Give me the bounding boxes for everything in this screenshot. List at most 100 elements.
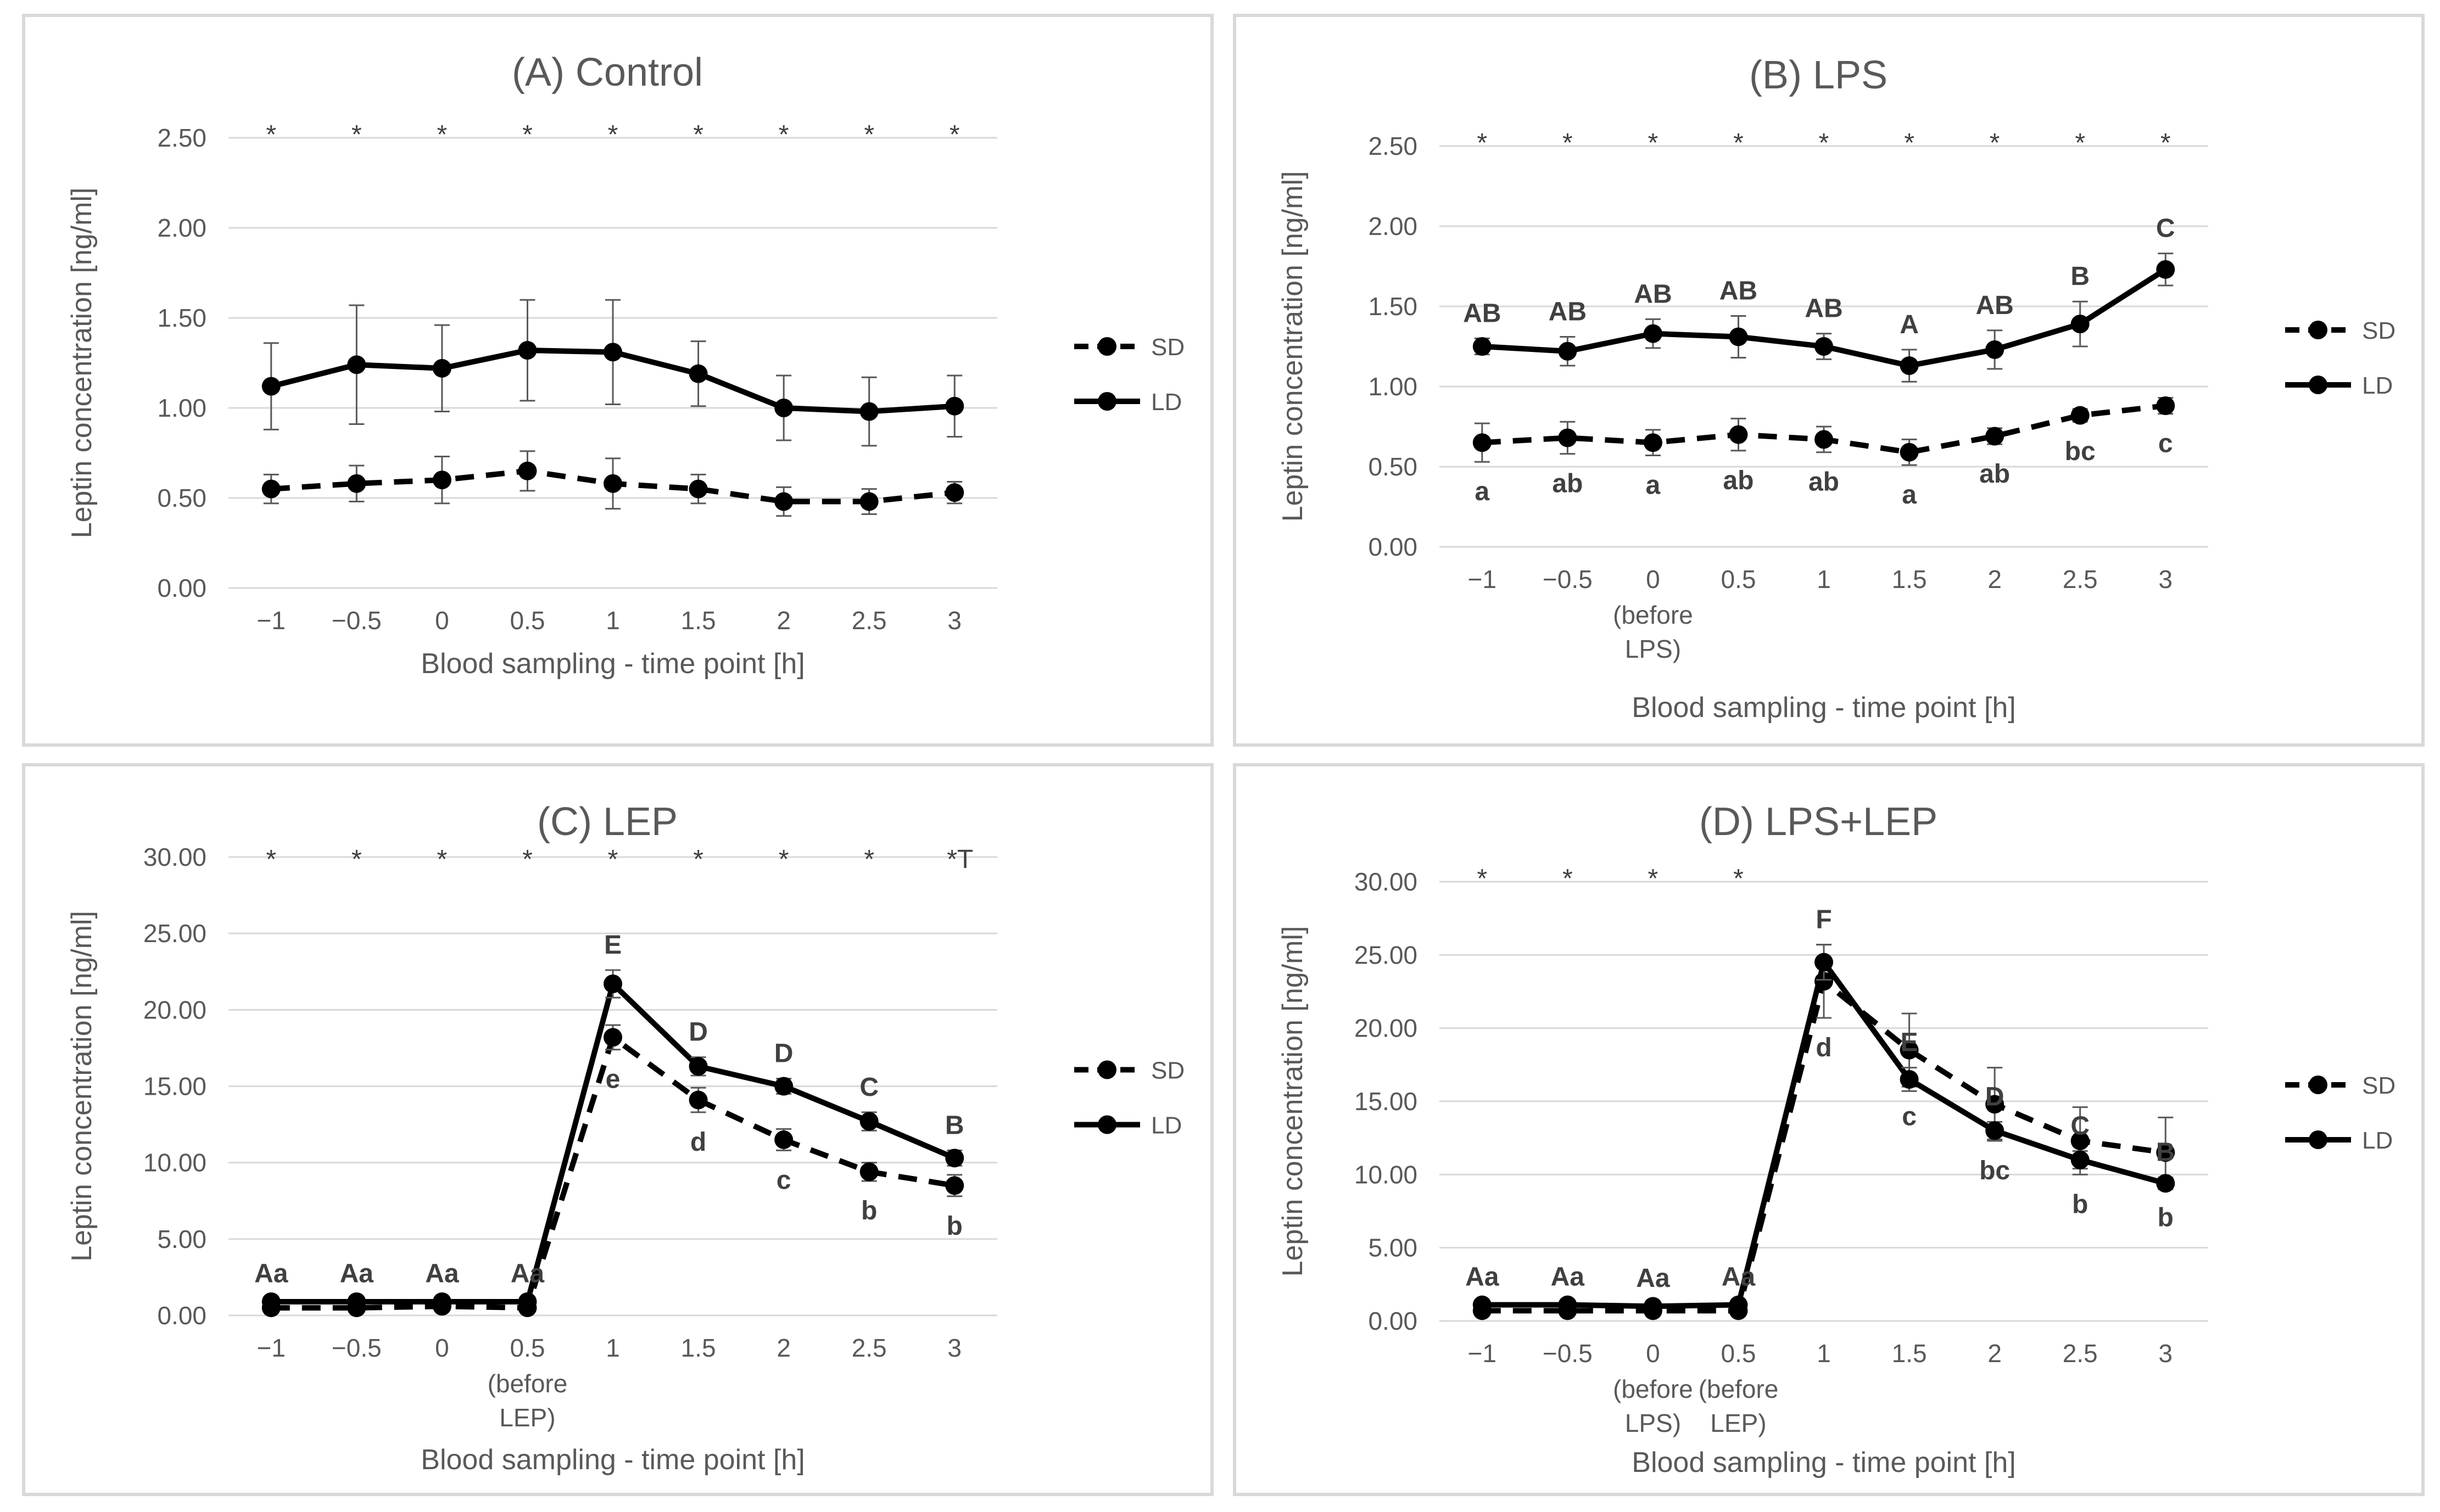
legend-ld-marker: [1098, 392, 1116, 411]
significance-star: *: [1733, 864, 1744, 893]
legend-sd-marker: [1098, 337, 1116, 356]
chart-title: (D) LPS+LEP: [1699, 800, 1938, 844]
letter-label: d: [1816, 1033, 1832, 1062]
x-tick-label: 2: [777, 1334, 791, 1362]
significance-star: *: [351, 845, 362, 874]
x-tick-sublabel: (before LEP): [488, 1369, 568, 1432]
letter-label: b: [947, 1212, 963, 1241]
x-tick-label: 0: [1646, 565, 1660, 593]
significance-star: *: [522, 120, 533, 149]
ld-point: [1814, 337, 1833, 356]
x-tick-label: 2: [1987, 565, 2002, 593]
sd-point: [1643, 433, 1662, 452]
letter-label: AB: [1634, 279, 1672, 309]
letter-label: A: [1900, 310, 1919, 339]
letter-label: B: [2070, 262, 2090, 291]
ld-point: [2156, 1174, 2175, 1193]
x-tick-label: 1.5: [681, 606, 716, 635]
y-tick-label: 25.00: [1354, 940, 1417, 969]
x-tick-label: 1.5: [681, 1334, 716, 1362]
sd-point: [1900, 1040, 1919, 1060]
y-tick-label: 20.00: [143, 995, 206, 1024]
ld-point: [689, 364, 708, 383]
significance-star: *: [779, 120, 789, 149]
y-tick-label: 0.00: [1368, 533, 1417, 561]
significance-star: *: [608, 120, 618, 149]
y-tick-label: 0.00: [157, 574, 206, 602]
legend-ld-label: LD: [1151, 389, 1182, 416]
x-tick-sublabel: (before LEP): [1699, 1375, 1779, 1437]
x-tick-label: −1: [1468, 1339, 1497, 1368]
significance-star: *: [1819, 128, 1829, 158]
letter-label: Aa: [1551, 1262, 1585, 1291]
legend-ld-label: LD: [1151, 1112, 1182, 1139]
significance-star: *: [437, 845, 448, 874]
y-axis-label: Leptin concentration [ng/ml]: [1277, 171, 1309, 522]
ld-point: [347, 1292, 366, 1311]
ld-point: [689, 1057, 708, 1076]
x-tick-sublabel: (before LPS): [1613, 1375, 1693, 1437]
letter-label: D: [1985, 1082, 2005, 1111]
ld-point: [1729, 1295, 1748, 1314]
letter-label: C: [2070, 1112, 2090, 1141]
sd-point: [2070, 1132, 2090, 1150]
sd-point: [261, 479, 281, 499]
letter-label: Aa: [1465, 1262, 1499, 1291]
ld-point: [1985, 340, 2005, 359]
sd-point: [1985, 427, 2005, 446]
significance-star: *: [1477, 864, 1487, 893]
legend-sd-label: SD: [1151, 334, 1185, 361]
legend-ld-label: LD: [2362, 372, 2393, 399]
y-axis-label: Leptin concentration [ng/ml]: [1277, 926, 1309, 1277]
y-tick-label: 1.00: [157, 394, 206, 422]
letter-label: Aa: [254, 1259, 288, 1288]
x-tick-label: −0.5: [332, 606, 382, 635]
x-tick-label: 0.5: [1721, 1339, 1756, 1368]
sd-point: [432, 471, 451, 490]
sd-point: [1985, 1095, 2005, 1114]
ld-point: [1643, 324, 1662, 343]
ld-point: [1900, 1070, 1919, 1089]
significance-star: *: [351, 120, 362, 149]
panel-d: (D) LPS+LEP 0.00 5.00 10.00 15.00 20.00 25.00 3…: [1233, 763, 2425, 1496]
panel-a: (A) Control 0.00 0.50 1.00 1.50 2.00 2.50 −1 −0.…: [22, 14, 1214, 747]
x-tick-label: 2: [777, 606, 791, 635]
chart-d: (D) LPS+LEP 0.00 5.00 10.00 15.00 20.00 25.00 3…: [1277, 800, 2396, 1479]
significance-star: *: [864, 845, 874, 874]
x-tick-label: 0: [435, 606, 449, 635]
sd-point: [2070, 406, 2090, 425]
x-tick-sublabel: (before LPS): [1613, 601, 1693, 663]
panel-c: (C) LEP 0.00 5.00 10.00 15.00 20.00 25.00 30.00…: [22, 763, 1214, 1496]
sd-point: [604, 474, 622, 493]
x-tick-label: 1: [1817, 565, 1831, 593]
ld-point: [432, 1292, 451, 1311]
significance-star: *: [779, 845, 789, 874]
ld-point: [347, 355, 366, 374]
letter-label: AB: [1463, 299, 1501, 328]
y-tick-label: 5.00: [157, 1225, 206, 1253]
letter-label: E: [604, 931, 622, 960]
letter-label: AB: [1549, 297, 1587, 326]
letter-label: Aa: [1722, 1262, 1756, 1291]
sd-point: [1472, 433, 1492, 452]
ld-point: [945, 1149, 964, 1168]
ld-point: [859, 402, 879, 421]
y-tick-label: 0.00: [1368, 1307, 1417, 1335]
sd-point: [347, 474, 366, 493]
x-tick-label: −0.5: [1543, 1339, 1593, 1368]
x-tick-label: −1: [1468, 565, 1497, 593]
ld-point: [518, 1292, 537, 1311]
y-tick-label: 2.50: [157, 124, 206, 152]
ld-point: [1900, 356, 1919, 376]
ld-point: [774, 399, 794, 417]
significance-star: *: [608, 845, 618, 874]
y-tick-label: 30.00: [1354, 867, 1417, 896]
ld-point: [432, 359, 451, 378]
x-tick-label: −1: [257, 1334, 286, 1362]
letter-label: D: [774, 1039, 794, 1068]
letter-label: ab: [1979, 460, 2010, 489]
ld-point: [1729, 327, 1748, 346]
sd-point: [774, 492, 794, 511]
x-tick-label: 2.5: [2063, 1339, 2098, 1368]
